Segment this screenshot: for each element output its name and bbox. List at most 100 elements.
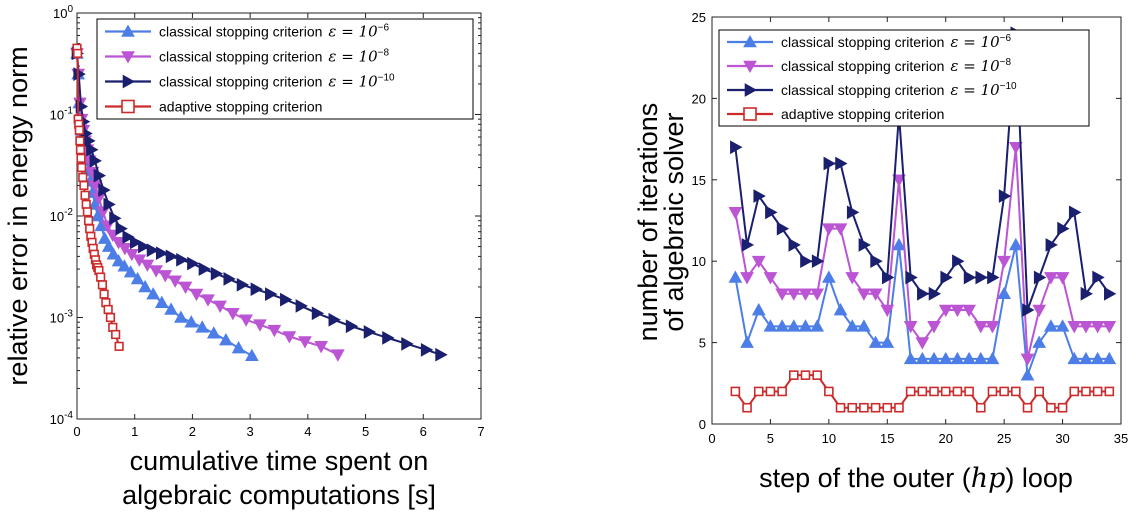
y-tick-label-exp: -4: [64, 410, 73, 421]
square-marker: [77, 162, 87, 173]
triangle-up-marker: [146, 287, 161, 300]
triangle-down-marker: [728, 207, 743, 220]
series-1: [728, 141, 1117, 366]
legend-box: [718, 29, 1090, 127]
triangle-up-marker: [822, 270, 836, 283]
triangle-down-marker: [314, 341, 328, 354]
legend-label: classical stopping criterion ε = 10−8: [159, 48, 389, 66]
triangle-up-marker: [1020, 368, 1035, 381]
x-tick-label: 7: [477, 424, 484, 439]
triangle-right-marker: [765, 205, 778, 220]
square-marker: [964, 386, 974, 397]
square-marker: [765, 386, 776, 397]
triangle-right-marker: [98, 183, 111, 197]
triangle-down-marker: [950, 304, 965, 318]
square-marker: [78, 172, 88, 183]
triangle-up-marker: [195, 320, 210, 333]
triangle-right-marker: [89, 153, 102, 168]
triangle-up-marker: [1044, 319, 1058, 332]
triangle-down-marker: [1102, 321, 1117, 334]
square-marker: [97, 280, 107, 290]
square-marker: [1057, 402, 1068, 413]
triangle-right-marker: [73, 67, 86, 81]
y-tick-label-base: 10: [50, 412, 64, 427]
legend-entry: classical stopping criterion ε = 10−10: [727, 81, 1017, 99]
series-2: [730, 26, 1117, 317]
triangle-right-marker: [122, 74, 136, 89]
triangle-down-marker: [121, 51, 135, 64]
triangle-right-marker: [265, 287, 278, 301]
legend-name: adaptive stopping criterion: [781, 106, 944, 122]
legend-box: [96, 18, 474, 120]
triangle-down-marker: [267, 324, 282, 338]
triangle-up-marker: [845, 319, 860, 332]
legend-name: classical stopping criterion: [159, 49, 322, 65]
triangle-right-marker: [800, 254, 813, 269]
legend-name: classical stopping criterion: [781, 82, 944, 98]
triangle-up-marker: [903, 351, 918, 365]
triangle-up-marker: [1079, 351, 1093, 365]
square-marker: [743, 107, 757, 121]
triangle-up-marker: [938, 351, 953, 365]
legend-label: classical stopping criterion ε = 10−6: [781, 33, 1011, 51]
legend-label: adaptive stopping criterion: [159, 99, 322, 115]
triangle-down-marker: [331, 349, 345, 362]
triangle-down-marker: [833, 223, 848, 236]
triangle-right-marker: [129, 235, 143, 250]
triangle-up-marker: [950, 351, 965, 365]
triangle-up-marker: [111, 254, 126, 267]
triangle-up-marker: [130, 271, 145, 285]
x-tick-label: 0: [73, 424, 80, 439]
triangle-down-marker: [903, 321, 918, 334]
triangle-down-marker: [857, 288, 871, 301]
triangle-down-marker: [880, 304, 895, 318]
square-marker: [72, 48, 83, 58]
square-marker: [96, 272, 106, 282]
triangle-up-marker: [97, 231, 112, 244]
step-text-hp: hp: [971, 463, 1006, 494]
triangle-up-marker: [1032, 335, 1047, 348]
square-marker: [1046, 402, 1056, 413]
triangle-right-marker: [975, 270, 988, 285]
triangle-right-marker: [198, 262, 212, 276]
triangle-up-marker: [245, 348, 259, 362]
triangle-right-marker: [905, 270, 918, 285]
triangle-down-marker: [868, 288, 883, 301]
triangle-right-marker: [928, 286, 942, 301]
triangle-right-marker: [1045, 238, 1058, 252]
triangle-up-marker: [857, 319, 871, 332]
triangle-right-marker: [345, 319, 359, 334]
triangle-up-marker: [915, 351, 930, 365]
triangle-right-marker: [295, 299, 308, 313]
triangle-up-marker: [985, 351, 1000, 365]
triangle-up-marker: [101, 239, 116, 252]
x-tick-label: 20: [938, 431, 952, 446]
triangle-right-marker: [1022, 303, 1035, 317]
triangle-right-marker: [858, 238, 871, 252]
y-tick-label: 10-3: [50, 309, 74, 326]
legend-epsilon: ε = 10: [328, 23, 378, 41]
triangle-up-marker: [1102, 351, 1117, 365]
triangle-down-marker: [763, 272, 778, 285]
triangle-right-marker: [420, 343, 434, 357]
y-tick-label-base: 10: [50, 108, 64, 123]
legend-entry: adaptive stopping criterion: [105, 99, 322, 115]
square-marker: [1104, 386, 1115, 397]
square-marker: [835, 402, 846, 413]
x-axis-label-line2: algebraic computations [s]: [122, 480, 436, 510]
triangle-right-marker: [730, 140, 743, 155]
square-marker: [111, 329, 121, 340]
square-marker: [75, 145, 86, 155]
legend-name: classical stopping criterion: [159, 24, 322, 40]
triangle-up-marker: [728, 270, 743, 283]
y-tick-label: 10-4: [50, 410, 74, 427]
triangle-up-marker: [798, 319, 813, 332]
triangle-up-marker: [833, 303, 848, 316]
triangle-up-marker: [1008, 237, 1023, 251]
square-marker: [777, 386, 787, 397]
triangle-up-marker: [90, 208, 105, 222]
square-marker: [847, 402, 858, 413]
triangle-up-marker: [231, 341, 246, 354]
square-marker: [80, 190, 90, 200]
